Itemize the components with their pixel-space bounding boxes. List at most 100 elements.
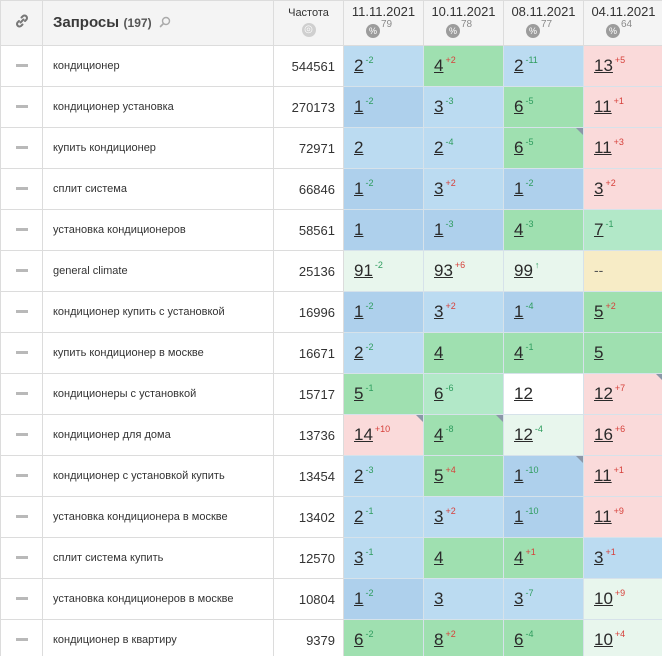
position-cell[interactable]: 11 +1 bbox=[583, 455, 662, 497]
position-value[interactable]: 5 bbox=[354, 384, 364, 403]
position-cell[interactable]: 5 bbox=[583, 332, 662, 374]
position-value[interactable]: 1 bbox=[514, 179, 524, 198]
minus-icon[interactable] bbox=[15, 433, 28, 437]
minus-icon[interactable] bbox=[15, 269, 28, 273]
position-cell[interactable]: 14 +10 bbox=[343, 414, 424, 456]
minus-icon[interactable] bbox=[15, 64, 28, 68]
position-cell[interactable]: 16 +6 bbox=[583, 414, 662, 456]
position-cell[interactable]: 10 +4 bbox=[583, 619, 662, 656]
date-column-header[interactable]: 11.11.2021 % 79 bbox=[343, 0, 424, 46]
position-value[interactable]: 1 bbox=[514, 302, 524, 321]
position-value[interactable]: 3 bbox=[434, 302, 444, 321]
position-value[interactable]: 4 bbox=[434, 425, 444, 444]
globe-icon[interactable]: ◎ bbox=[301, 23, 316, 37]
position-cell[interactable]: 7 -1 bbox=[583, 209, 662, 251]
position-value[interactable]: 1 bbox=[514, 466, 524, 485]
position-cell[interactable]: 3 +2 bbox=[423, 496, 504, 538]
position-value[interactable]: 4 bbox=[434, 56, 444, 75]
position-cell[interactable]: 1 -3 bbox=[423, 209, 504, 251]
position-cell[interactable]: 5 -1 bbox=[343, 373, 424, 415]
position-value[interactable]: 11 bbox=[594, 466, 612, 485]
link-icon[interactable] bbox=[14, 13, 30, 29]
date-column-header[interactable]: 08.11.2021 % 77 bbox=[503, 0, 584, 46]
position-value[interactable]: 1 bbox=[354, 220, 364, 239]
minus-icon[interactable] bbox=[15, 228, 28, 232]
position-value[interactable]: 1 bbox=[514, 507, 524, 526]
position-cell[interactable]: 12 bbox=[503, 373, 584, 415]
position-cell[interactable]: 2 bbox=[343, 127, 424, 169]
position-cell[interactable]: 1 -2 bbox=[343, 168, 424, 210]
row-toggle-cell[interactable] bbox=[0, 619, 43, 656]
position-value[interactable]: 3 bbox=[354, 548, 364, 567]
position-cell[interactable]: 3 +1 bbox=[583, 537, 662, 579]
position-cell[interactable]: 3 -1 bbox=[343, 537, 424, 579]
row-toggle-cell[interactable] bbox=[0, 168, 43, 210]
link-column-header[interactable] bbox=[0, 0, 43, 46]
corner-marker-icon[interactable] bbox=[576, 456, 583, 463]
position-cell[interactable]: 99 ↑ bbox=[503, 250, 584, 292]
position-cell[interactable]: 4 +1 bbox=[503, 537, 584, 579]
position-cell[interactable]: 5 +2 bbox=[583, 291, 662, 333]
frequency-column-header[interactable]: Частота ◎ bbox=[273, 0, 344, 46]
position-cell[interactable]: 12 +7 bbox=[583, 373, 662, 415]
position-cell[interactable]: 11 +3 bbox=[583, 127, 662, 169]
position-value[interactable]: 8 bbox=[434, 630, 444, 649]
position-cell[interactable]: 1 -2 bbox=[343, 291, 424, 333]
position-cell[interactable]: 3 -7 bbox=[503, 578, 584, 620]
position-value[interactable]: 3 bbox=[594, 548, 604, 567]
position-cell[interactable]: 13 +5 bbox=[583, 45, 662, 87]
position-value[interactable]: 4 bbox=[434, 343, 444, 362]
position-value[interactable]: 3 bbox=[434, 97, 444, 116]
position-cell[interactable]: 2 -2 bbox=[343, 45, 424, 87]
position-value[interactable]: 4 bbox=[514, 548, 524, 567]
position-value[interactable]: 6 bbox=[514, 138, 524, 157]
position-cell[interactable]: 4 -1 bbox=[503, 332, 584, 374]
position-cell[interactable]: 12 -4 bbox=[503, 414, 584, 456]
row-toggle-cell[interactable] bbox=[0, 496, 43, 538]
position-cell[interactable]: 3 +2 bbox=[423, 291, 504, 333]
row-toggle-cell[interactable] bbox=[0, 332, 43, 374]
row-toggle-cell[interactable] bbox=[0, 537, 43, 579]
position-value[interactable]: 2 bbox=[514, 56, 524, 75]
position-value[interactable]: 16 bbox=[594, 425, 613, 444]
position-value[interactable]: 4 bbox=[514, 343, 524, 362]
position-value[interactable]: 1 bbox=[354, 302, 364, 321]
position-value[interactable]: 2 bbox=[354, 343, 364, 362]
position-value[interactable]: 3 bbox=[434, 179, 444, 198]
position-value[interactable]: 12 bbox=[594, 384, 613, 403]
position-value[interactable]: 14 bbox=[354, 425, 373, 444]
position-value[interactable]: 4 bbox=[434, 548, 444, 567]
position-cell[interactable]: -- bbox=[583, 250, 662, 292]
minus-icon[interactable] bbox=[15, 515, 28, 519]
position-value[interactable]: 1 bbox=[434, 220, 444, 239]
position-value[interactable]: 3 bbox=[514, 589, 524, 608]
position-value[interactable]: 10 bbox=[594, 630, 613, 649]
minus-icon[interactable] bbox=[15, 638, 28, 642]
position-value[interactable]: 11 bbox=[594, 138, 612, 157]
row-toggle-cell[interactable] bbox=[0, 455, 43, 497]
minus-icon[interactable] bbox=[15, 474, 28, 478]
row-toggle-cell[interactable] bbox=[0, 209, 43, 251]
minus-icon[interactable] bbox=[15, 146, 28, 150]
minus-icon[interactable] bbox=[15, 597, 28, 601]
corner-marker-icon[interactable] bbox=[656, 374, 662, 381]
position-cell[interactable]: 1 -2 bbox=[343, 578, 424, 620]
position-cell[interactable]: 3 +2 bbox=[583, 168, 662, 210]
position-cell[interactable]: 6 -5 bbox=[503, 86, 584, 128]
position-cell[interactable]: 10 +9 bbox=[583, 578, 662, 620]
position-cell[interactable]: 6 -5 bbox=[503, 127, 584, 169]
position-cell[interactable]: 3 +2 bbox=[423, 168, 504, 210]
position-cell[interactable]: 6 -2 bbox=[343, 619, 424, 656]
position-cell[interactable]: 3 -3 bbox=[423, 86, 504, 128]
position-value[interactable]: 12 bbox=[514, 384, 533, 403]
minus-icon[interactable] bbox=[15, 556, 28, 560]
position-cell[interactable]: 5 +4 bbox=[423, 455, 504, 497]
corner-marker-icon[interactable] bbox=[416, 415, 423, 422]
position-cell[interactable]: 6 -6 bbox=[423, 373, 504, 415]
position-cell[interactable]: 1 -10 bbox=[503, 455, 584, 497]
position-cell[interactable]: 8 +2 bbox=[423, 619, 504, 656]
row-toggle-cell[interactable] bbox=[0, 291, 43, 333]
row-toggle-cell[interactable] bbox=[0, 578, 43, 620]
position-value[interactable]: 91 bbox=[354, 261, 373, 280]
position-cell[interactable]: 1 -10 bbox=[503, 496, 584, 538]
